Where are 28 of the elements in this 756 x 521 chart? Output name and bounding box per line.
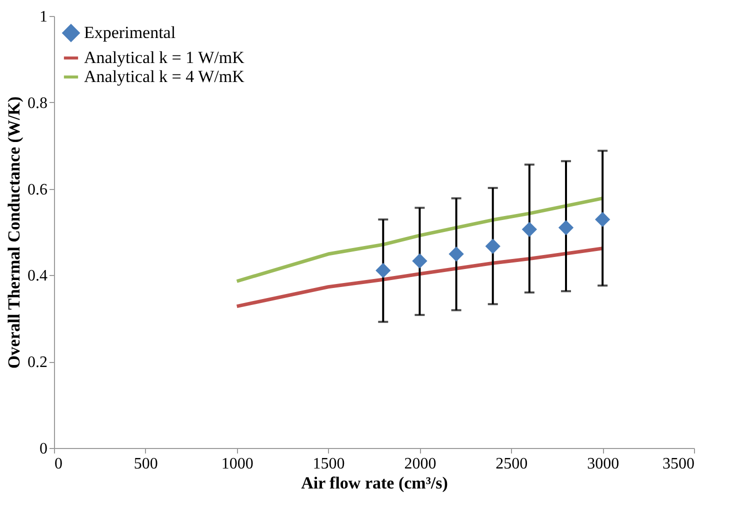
x-tick-label: 3500 [662,456,694,472]
y-tick-label: 1 [40,8,48,26]
legend-label: Analytical k = 1 W/mK [84,48,246,67]
y-tick-label: 0 [40,440,48,458]
point [448,246,464,262]
y-axis-title: Overall Thermal Conductance (W/K) [4,96,24,369]
x-tick-label: 2500 [496,456,528,472]
x-axis-title: Air flow rate (cm³/s) [301,474,448,492]
y-tick-label: 0.6 [28,181,48,198]
point [558,220,574,236]
point [522,222,538,237]
y-tick-label: 0.2 [28,354,48,372]
line-series [235,196,604,283]
x-tick-label: 3000 [587,456,620,472]
x-tick-label: 1000 [221,456,254,472]
legend-label: Analytical k = 4 W/mK [84,67,246,86]
y-tick-label: 0.4 [28,268,48,285]
x-tick-label: 0 [54,456,62,472]
point [412,253,428,269]
point [594,212,610,228]
x-tick-label: 2000 [404,456,436,472]
legend-label: Experimental [84,23,176,42]
x-tick-label: 1500 [312,456,345,472]
y-tick-label: 0.8 [28,94,48,112]
x-tick-label: 500 [134,456,158,472]
point [485,238,500,254]
point [376,262,391,278]
line-series [235,246,604,308]
